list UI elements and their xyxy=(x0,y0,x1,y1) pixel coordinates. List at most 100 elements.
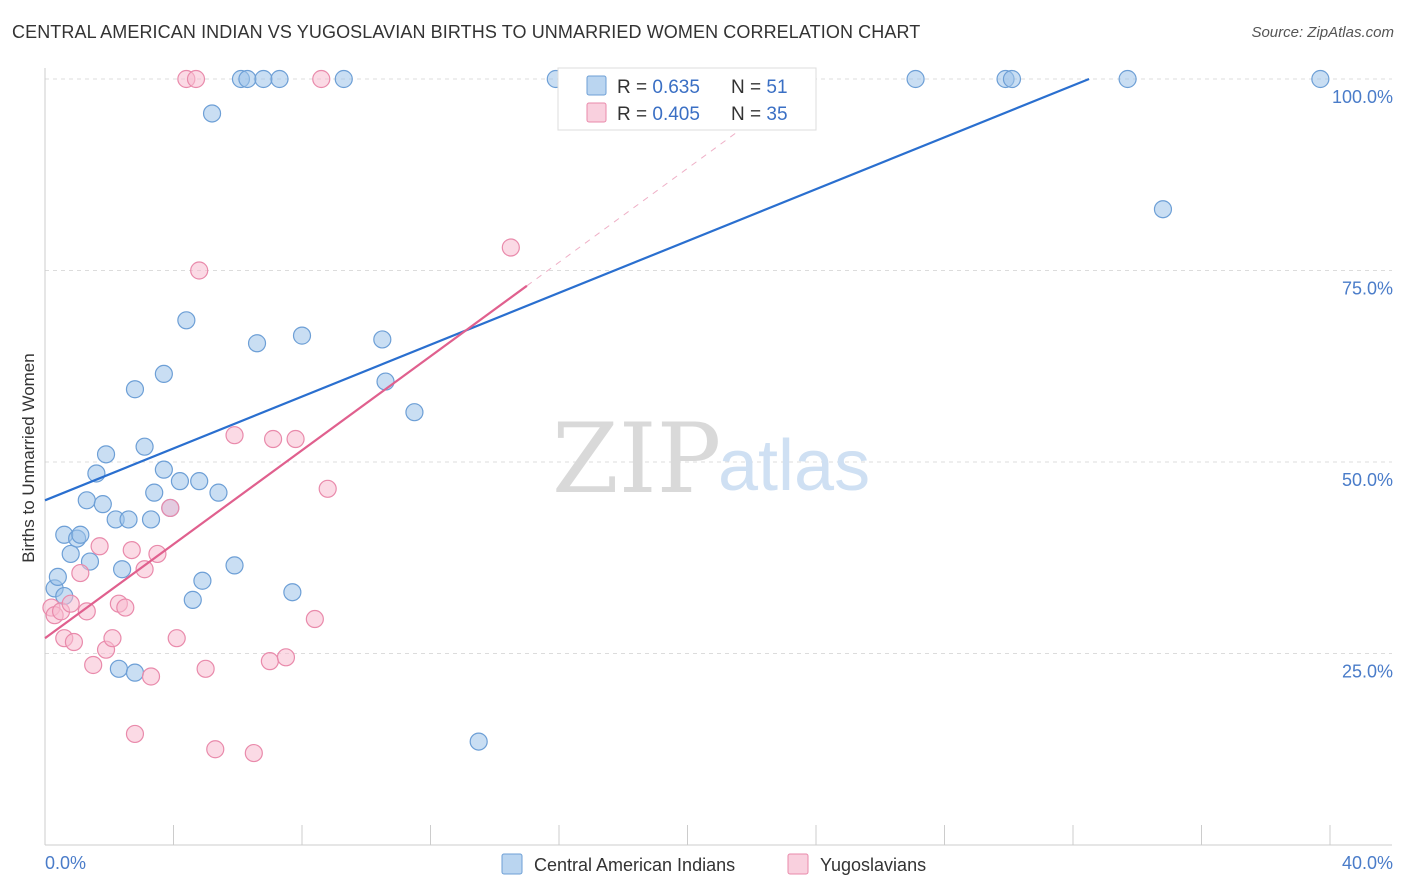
series-legend-swatch-1 xyxy=(787,853,809,875)
stats-legend-swatch-1 xyxy=(586,102,607,123)
y-tick-label-3: 100.0% xyxy=(1332,87,1393,107)
yugoslavian-point-27 xyxy=(244,743,263,763)
central-american-indian-point-30 xyxy=(209,483,228,502)
yugoslavian-point-9 xyxy=(90,537,109,556)
central-american-indian-point-17 xyxy=(125,380,145,399)
central-american-indian-point-49 xyxy=(1153,200,1173,219)
central-american-indian-point-6 xyxy=(71,525,90,544)
r-value-0: 0.635 xyxy=(652,77,700,98)
series-legend: Central American Indians Yugoslavians xyxy=(501,853,926,875)
yugoslavian-point-30 xyxy=(276,648,296,667)
central-american-indian-point-38 xyxy=(292,326,312,345)
central-american-indian-point-1 xyxy=(48,567,67,587)
x-tick-labels: 0.0% 40.0% xyxy=(45,853,1393,873)
chart-title: CENTRAL AMERICAN INDIAN VS YUGOSLAVIAN B… xyxy=(12,22,921,42)
central-american-indian-point-43 xyxy=(469,732,488,751)
central-american-indian-trend-line xyxy=(44,77,1090,502)
yugoslavian-point-16 xyxy=(135,560,154,579)
x-tick-label-1: 40.0% xyxy=(1342,853,1393,873)
central-american-indian-point-20 xyxy=(145,483,164,502)
central-american-indian-point-33 xyxy=(238,69,257,89)
series-legend-label-0: Central American Indians xyxy=(534,855,735,875)
central-american-indian-point-42 xyxy=(405,403,424,422)
y-tick-labels: 25.0% 50.0% 75.0% 100.0% xyxy=(1332,87,1393,682)
central-american-indian-point-47 xyxy=(1002,69,1022,89)
central-american-indian-point-24 xyxy=(170,472,190,491)
yugoslavian-point-33 xyxy=(312,69,331,89)
series-legend-swatch-0 xyxy=(501,853,523,875)
central-american-indian-point-35 xyxy=(254,69,273,89)
yugoslavian-point-20 xyxy=(167,629,186,648)
yugoslavian-point-11 xyxy=(103,629,122,648)
central-american-indian-point-10 xyxy=(93,495,112,514)
yugoslavian-point-32 xyxy=(305,609,324,629)
central-american-indian-point-31 xyxy=(225,556,244,575)
yugoslavian-point-13 xyxy=(116,598,135,617)
x-tick-label-0: 0.0% xyxy=(45,853,86,873)
r-value-1: 0.405 xyxy=(652,104,700,125)
central-american-indian-point-25 xyxy=(177,311,196,330)
yugoslavian-point-24 xyxy=(196,659,215,678)
central-american-indian-point-4 xyxy=(61,544,80,564)
central-american-indian-point-40 xyxy=(373,330,392,349)
central-american-indian-point-11 xyxy=(96,445,116,464)
central-american-indian-point-22 xyxy=(154,364,173,384)
axes xyxy=(44,68,1392,846)
central-american-indian-point-29 xyxy=(202,104,222,123)
stats-legend: R = 0.635 N = 51 R = 0.405 N = 35 xyxy=(557,67,817,131)
y-tick-label-1: 50.0% xyxy=(1342,470,1393,490)
data-points xyxy=(42,69,1330,763)
yugoslavian-point-25 xyxy=(206,740,225,759)
gridlines xyxy=(45,78,1392,654)
yugoslavian-point-14 xyxy=(122,540,141,560)
yugoslavian-point-31 xyxy=(286,429,305,449)
y-tick-label-0: 25.0% xyxy=(1342,662,1393,682)
yugoslavian-point-35 xyxy=(501,238,520,257)
yugoslavian-point-6 xyxy=(71,563,90,583)
yugoslavian-point-8 xyxy=(84,655,103,675)
source-credit: Source: ZipAtlas.com xyxy=(1251,24,1394,41)
central-american-indian-point-37 xyxy=(283,583,302,602)
yugoslavian-point-15 xyxy=(125,724,145,744)
stats-legend-swatch-0 xyxy=(586,75,607,96)
central-american-indian-point-14 xyxy=(112,560,132,579)
central-american-indian-point-21 xyxy=(154,460,173,479)
y-tick-label-2: 75.0% xyxy=(1342,279,1393,299)
central-american-indian-point-7 xyxy=(77,491,96,510)
watermark: ZIP atlas xyxy=(552,403,870,515)
yugoslavian-point-26 xyxy=(225,426,244,445)
central-american-indian-point-15 xyxy=(119,510,138,529)
central-american-indian-point-13 xyxy=(109,659,128,678)
yugoslavian-point-19 xyxy=(161,498,180,518)
stats-legend-row-0: R = 0.635 N = 51 xyxy=(617,77,788,98)
central-american-indian-point-45 xyxy=(906,69,925,89)
yugoslavian-point-7 xyxy=(77,602,96,621)
yugoslavian-point-23 xyxy=(190,261,209,280)
n-value-0: 51 xyxy=(766,77,787,98)
central-american-indian-point-34 xyxy=(247,334,267,353)
central-american-indian-point-26 xyxy=(183,590,202,609)
watermark-atlas: atlas xyxy=(718,426,870,506)
yugoslavian-point-34 xyxy=(318,479,337,498)
yugoslavian-point-4 xyxy=(61,594,80,613)
n-value-1: 35 xyxy=(766,104,787,125)
yugoslavian-point-5 xyxy=(64,632,84,652)
yugoslavian-point-28 xyxy=(260,652,279,671)
yugoslavian-trend-extension xyxy=(526,109,769,287)
central-american-indian-point-39 xyxy=(334,69,353,89)
central-american-indian-point-48 xyxy=(1118,69,1137,89)
central-american-indian-point-27 xyxy=(190,472,209,491)
central-american-indian-point-28 xyxy=(193,571,212,590)
central-american-indian-point-50 xyxy=(1311,69,1330,89)
stats-legend-row-1: R = 0.405 N = 35 xyxy=(617,104,788,125)
series-legend-label-1: Yugoslavians xyxy=(820,855,926,875)
trend-lines xyxy=(44,77,1090,640)
y-axis-label: Births to Unmarried Women xyxy=(19,353,38,562)
central-american-indian-point-18 xyxy=(135,437,154,456)
yugoslavian-point-22 xyxy=(186,69,206,89)
watermark-zip: ZIP xyxy=(552,403,721,515)
central-american-indian-point-19 xyxy=(141,510,161,529)
yugoslavian-point-29 xyxy=(263,429,283,449)
yugoslavian-point-17 xyxy=(141,667,161,686)
